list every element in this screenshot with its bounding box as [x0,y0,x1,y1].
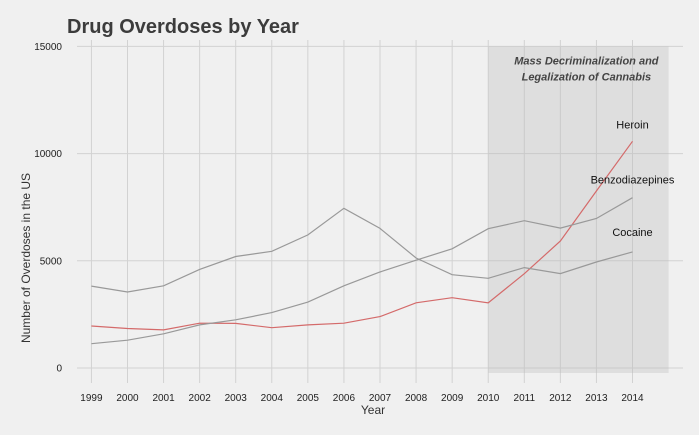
x-tick-label: 2014 [621,393,644,404]
x-tick-label: 2012 [549,393,572,404]
x-tick-label: 2011 [514,393,536,404]
series-label-cocaine: Cocaine [612,227,652,239]
series-lines [91,140,633,345]
y-tick-label: 0 [56,363,62,374]
x-tick-label: 2000 [116,393,139,404]
x-tick-label: 2005 [297,393,320,404]
x-tick-label: 2004 [261,393,284,404]
x-tick-label: 2006 [333,393,356,404]
annotation-line-1: Mass Decriminalization and [514,55,659,67]
x-tick-label: 2001 [152,393,175,404]
annotation-line-2: Legalization of Cannabis [522,71,652,83]
x-tick-label: 2002 [189,393,212,404]
y-tick-label: 15000 [34,42,62,53]
x-tick-label: 2010 [477,393,500,404]
x-tick-label: 2013 [585,393,608,404]
chart-title: Drug Overdoses by Year [67,16,299,38]
y-axis-ticks: 0 5000 10000 15000 [34,42,62,375]
series-line-heroin [91,140,633,331]
series-labels: Heroin Benzodiazepines Cocaine [591,119,675,239]
x-axis-label: Year [361,403,385,417]
series-label-benzodiazepines: Benzodiazepines [591,175,675,187]
series-line-cocaine [91,207,633,293]
series-line-benzodiazepines [91,197,633,345]
y-tick-label: 5000 [40,256,63,267]
x-axis-ticks: 1999 2000 2001 2002 2003 2004 2005 2006 2007 2008… [80,393,644,404]
grid-lines [77,40,683,383]
x-tick-label: 1999 [80,393,103,404]
x-tick-label: 2007 [369,393,392,404]
series-label-heroin: Heroin [616,119,648,131]
x-tick-label: 2003 [225,393,248,404]
y-tick-label: 10000 [34,149,62,160]
x-tick-label: 2009 [441,393,464,404]
annotation-shaded-region [488,46,669,374]
y-axis-label: Number of Overdoses in the US [19,173,33,343]
x-tick-label: 2008 [405,393,428,404]
